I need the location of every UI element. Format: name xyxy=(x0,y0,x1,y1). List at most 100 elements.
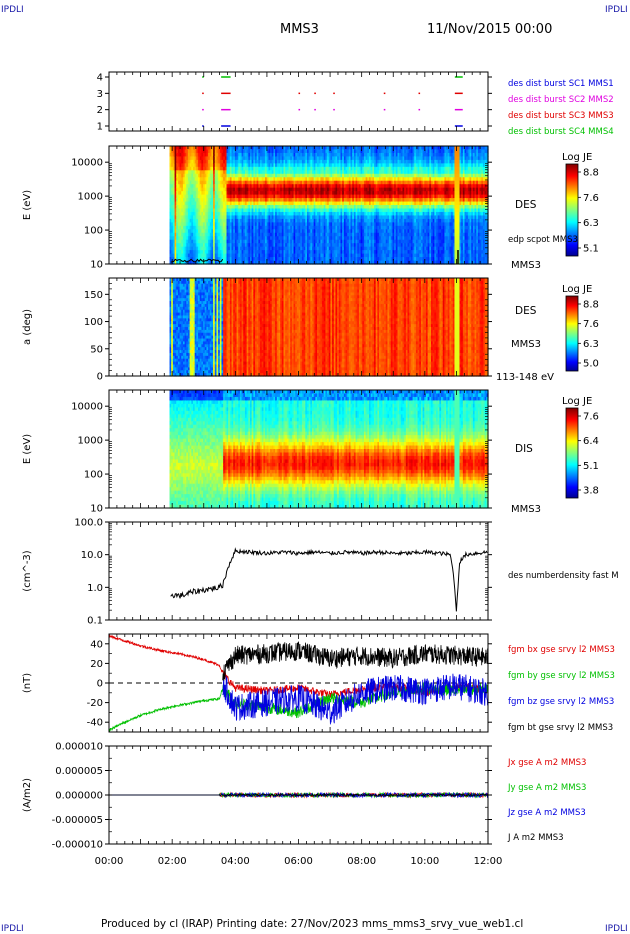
des-energy-cell xyxy=(263,236,266,241)
des-energy-cell xyxy=(182,205,186,210)
des-energy-cell xyxy=(249,159,253,164)
des-energy-cell xyxy=(184,239,187,244)
des-energy-cell xyxy=(239,250,243,255)
des-energy-cell xyxy=(255,205,258,210)
des-energy-cell xyxy=(174,218,177,223)
des-energy-cell xyxy=(191,250,194,255)
des-energy-cell xyxy=(208,229,211,234)
des-energy-cell xyxy=(179,173,182,178)
des-energy-cell xyxy=(186,184,189,189)
des-energy-cell xyxy=(239,159,243,164)
des-energy-cell xyxy=(208,146,211,151)
des-energy-cell xyxy=(226,177,229,182)
des-energy-cell xyxy=(189,201,192,206)
des-energy-cell xyxy=(231,257,234,262)
des-energy-cell xyxy=(263,177,266,182)
des-energy-cell xyxy=(187,236,191,241)
des-energy-cell xyxy=(229,250,233,255)
des-energy-cell xyxy=(253,243,256,248)
des-energy-cell xyxy=(171,170,174,175)
des-energy-cell xyxy=(261,184,264,189)
des-energy-cell xyxy=(231,201,234,206)
des-energy-cell xyxy=(172,246,176,251)
des-energy-cell xyxy=(275,250,278,255)
des-energy-cell xyxy=(249,232,253,237)
des-energy-cell xyxy=(184,250,187,255)
des-energy-cell xyxy=(233,205,236,210)
des-energy-cell xyxy=(172,156,176,161)
des-energy-cell xyxy=(255,149,258,154)
des-energy-cell xyxy=(196,156,199,161)
des-energy-cell xyxy=(270,232,273,237)
des-energy-cell xyxy=(172,184,176,189)
des-energy-cell xyxy=(253,173,256,178)
des-energy-cell xyxy=(258,243,261,248)
des-energy-cell xyxy=(236,243,239,248)
des-energy-cell xyxy=(219,146,223,151)
des-energy-cell xyxy=(189,225,192,230)
des-energy-cell xyxy=(268,250,271,255)
des-energy-cell xyxy=(238,201,241,206)
des-energy-cell xyxy=(255,208,258,213)
des-energy-cell xyxy=(261,232,264,237)
des-energy-cell xyxy=(193,218,196,223)
des-energy-cell xyxy=(239,218,243,223)
des-energy-cell xyxy=(241,156,244,161)
des-energy-cell xyxy=(191,208,194,213)
des-energy-cell xyxy=(246,198,249,203)
des-energy-cell xyxy=(243,225,246,230)
des-energy-cell xyxy=(270,211,273,217)
des-energy-cell xyxy=(171,229,174,234)
des-energy-cell xyxy=(218,180,221,185)
des-energy-cell xyxy=(193,257,196,262)
des-energy-cell xyxy=(221,222,224,227)
des-energy-cell xyxy=(226,208,229,213)
des-energy-cell xyxy=(208,208,211,213)
des-energy-cell xyxy=(171,205,174,210)
des-energy-cell xyxy=(187,187,191,192)
des-energy-cell xyxy=(239,232,243,237)
des-energy-cell xyxy=(260,201,263,206)
des-energy-cell xyxy=(251,177,254,182)
des-energy-cell xyxy=(268,191,271,196)
des-energy-cell xyxy=(204,260,208,265)
des-energy-cell xyxy=(218,232,221,237)
des-energy-cell xyxy=(206,211,209,217)
des-energy-cell xyxy=(270,191,273,196)
des-energy-cell xyxy=(179,205,182,210)
des-energy-cell xyxy=(204,201,208,206)
des-energy-cell xyxy=(189,170,192,175)
des-energy-cell xyxy=(261,257,264,262)
des-energy-cell xyxy=(186,166,189,171)
des-energy-cell xyxy=(229,191,233,196)
des-energy-cell xyxy=(248,173,251,178)
des-energy-cell xyxy=(206,246,209,251)
des-energy-cell xyxy=(211,166,214,171)
des-energy-cell xyxy=(199,201,202,206)
des-energy-cell xyxy=(234,201,238,206)
des-energy-cell xyxy=(179,198,182,203)
des-energy-cell xyxy=(221,218,224,223)
des-energy-cell xyxy=(208,260,211,265)
des-energy-cell xyxy=(209,225,213,230)
des-energy-cell xyxy=(244,146,248,151)
des-energy-cell xyxy=(271,246,275,251)
des-energy-cell xyxy=(177,152,181,158)
des-energy-cell xyxy=(208,211,211,217)
des-energy-cell xyxy=(253,215,256,220)
des-energy-cell xyxy=(228,257,231,262)
des-energy-cell xyxy=(229,205,233,210)
des-energy-cell xyxy=(224,229,228,234)
des-energy-cell xyxy=(191,173,194,178)
des-energy-cell xyxy=(268,149,271,154)
des-energy-cell xyxy=(246,215,249,220)
des-energy-cell xyxy=(270,239,273,244)
des-energy-cell xyxy=(249,239,253,244)
des-energy-cell xyxy=(236,222,239,227)
des-energy-cell xyxy=(273,198,276,203)
des-energy-cell xyxy=(221,146,224,151)
des-energy-cell xyxy=(209,152,213,158)
des-energy-cell xyxy=(234,149,238,154)
des-energy-cell xyxy=(248,250,251,255)
des-energy-cell xyxy=(191,236,194,241)
